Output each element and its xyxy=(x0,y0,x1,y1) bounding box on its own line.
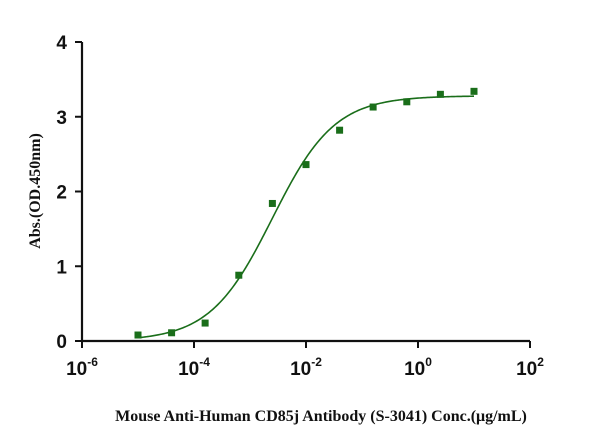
y-tick-label: 0 xyxy=(56,332,67,353)
y-tick-label: 2 xyxy=(56,183,67,204)
y-tick-label: 4 xyxy=(56,33,67,54)
x-tick-label: 102 xyxy=(516,355,544,380)
data-point xyxy=(470,87,478,95)
data-point xyxy=(201,319,209,327)
y-axis: 0 1 2 3 4 xyxy=(56,33,84,353)
x-tick-label: 100 xyxy=(404,355,432,380)
y-tick-label: 1 xyxy=(56,257,67,278)
data-point xyxy=(369,103,377,111)
y-axis-title: Abs.(OD.450nm) xyxy=(27,133,44,249)
data-point xyxy=(235,271,243,279)
fit-curve xyxy=(137,95,475,339)
x-tick-label: 10-4 xyxy=(178,355,210,380)
data-point xyxy=(403,98,411,106)
data-point xyxy=(268,199,276,207)
y-tick-label: 3 xyxy=(56,108,67,129)
data-point xyxy=(168,329,176,337)
data-point xyxy=(302,161,310,169)
x-tick-label: 10-6 xyxy=(66,355,98,380)
x-tick-label: 10-2 xyxy=(290,355,322,380)
data-point xyxy=(134,331,142,339)
plot-area xyxy=(134,87,478,339)
x-axis: 10-6 10-4 10-2 100 102 xyxy=(66,339,544,380)
data-point xyxy=(436,90,444,98)
data-point xyxy=(336,126,344,134)
x-axis-title: Mouse Anti-Human CD85j Antibody (S-3041)… xyxy=(115,408,527,425)
